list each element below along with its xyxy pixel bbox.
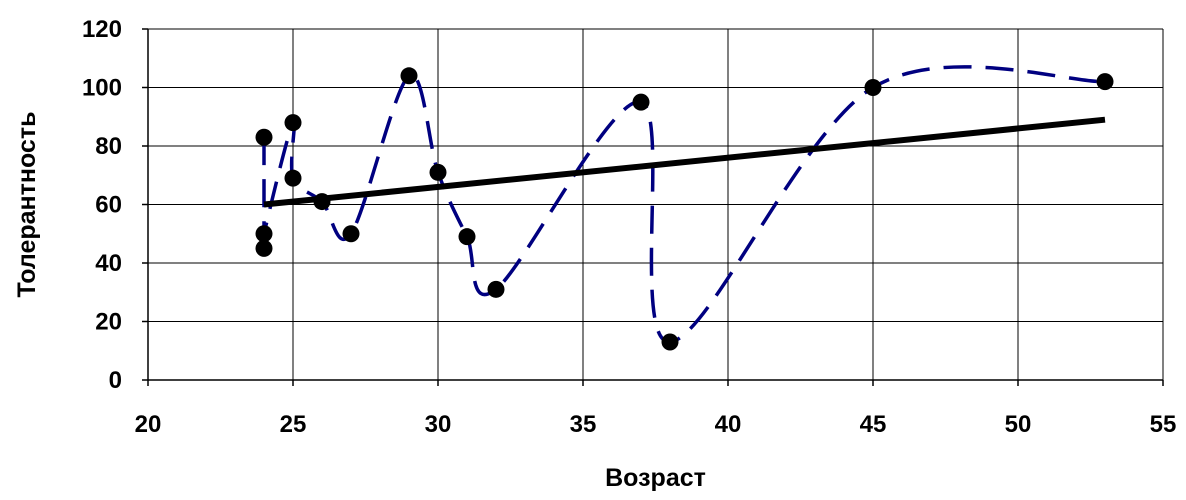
data-point [429, 163, 447, 181]
x-axis-title: Возраст [605, 464, 706, 492]
x-tick-label: 25 [280, 411, 307, 438]
data-point [255, 128, 273, 146]
x-tick-label: 20 [135, 411, 162, 438]
y-tick-label: 100 [82, 75, 122, 102]
data-point [284, 114, 302, 132]
data-point [284, 169, 302, 187]
y-axis-ticks: 0 20 40 60 80 100 120 [82, 16, 148, 394]
data-point [458, 228, 476, 246]
x-tick-label: 50 [1005, 411, 1032, 438]
x-tick-label: 55 [1150, 411, 1177, 438]
data-point [255, 239, 273, 257]
x-tick-label: 35 [570, 411, 597, 438]
data-point [632, 93, 650, 111]
y-tick-label: 0 [109, 367, 122, 394]
x-axis-ticks: 20 25 30 35 40 45 50 55 [135, 380, 1177, 438]
x-tick-label: 30 [425, 411, 452, 438]
x-tick-label: 40 [715, 411, 742, 438]
x-tick-label: 45 [860, 411, 887, 438]
y-axis-title: Толерантность [13, 112, 41, 298]
y-tick-label: 80 [95, 133, 122, 160]
data-point [1096, 73, 1114, 91]
y-tick-label: 60 [95, 192, 122, 219]
grid [147, 28, 1164, 381]
y-tick-label: 120 [82, 16, 122, 43]
y-tick-label: 40 [95, 250, 122, 277]
data-point [342, 225, 360, 243]
y-tick-label: 20 [95, 309, 122, 336]
trend-line [263, 116, 1106, 208]
data-point [487, 280, 505, 298]
data-point [400, 67, 418, 85]
data-point [255, 225, 273, 243]
data-point [313, 193, 331, 211]
data-points [255, 67, 1114, 351]
data-point [864, 79, 882, 96]
data-point [661, 333, 679, 351]
